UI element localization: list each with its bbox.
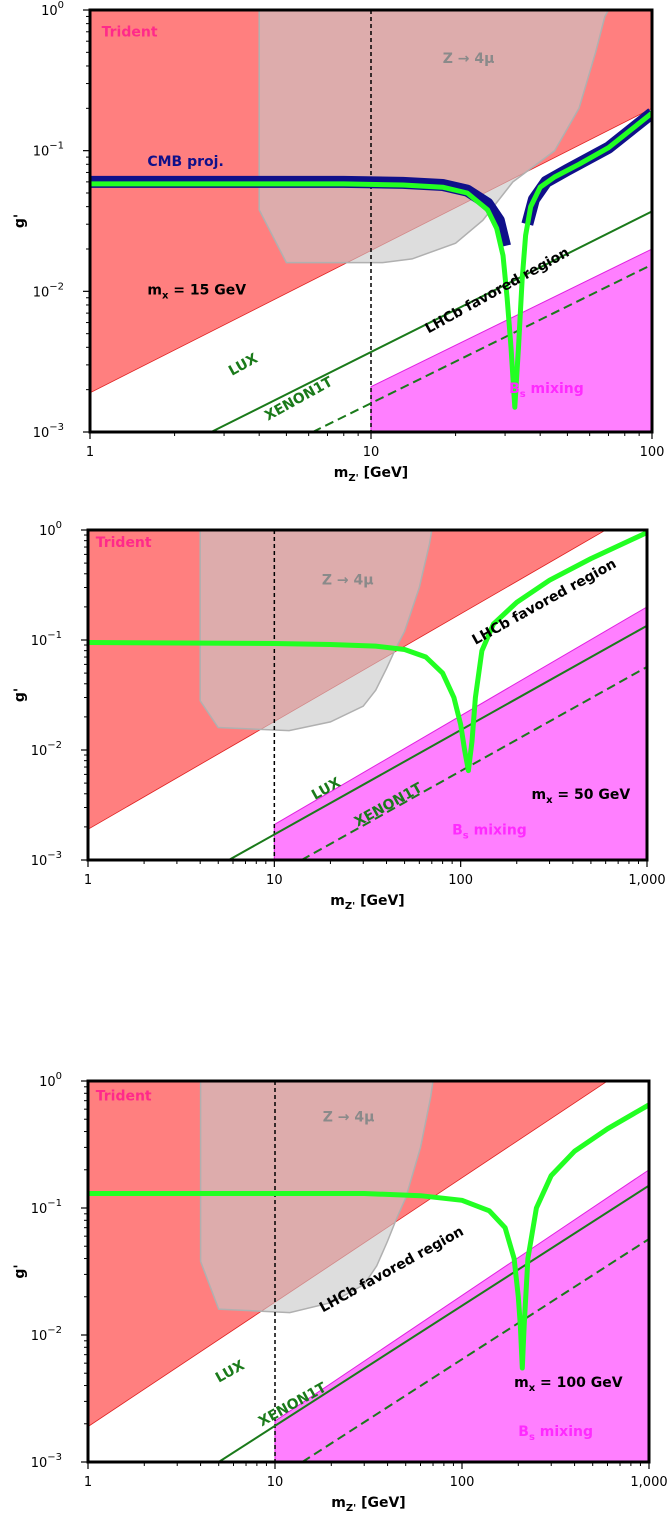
y-tick-label: 10−3 — [31, 1452, 62, 1471]
x-tick-label: 100 — [450, 1475, 475, 1490]
x-tick-label: 100 — [448, 873, 473, 888]
xenon1t-line — [312, 263, 652, 432]
label-trident: Trident — [96, 1089, 152, 1105]
z-4mu-region — [258, 10, 610, 264]
z-4mu-region — [199, 1081, 434, 1314]
y-tick-label: 10−1 — [33, 141, 64, 160]
x-tick-label: 100 — [640, 445, 665, 460]
y-tick-label: 10−2 — [31, 740, 62, 759]
plot-frame — [86, 528, 649, 862]
y-axis-title: g' — [12, 214, 28, 228]
label-trident: Trident — [102, 24, 158, 40]
x-tick-label: 1 — [86, 445, 94, 460]
lux-line — [218, 1184, 649, 1462]
label-z-4: Z → 4μ — [322, 572, 374, 588]
mx-label: mx = 100 GeV — [514, 1375, 623, 1394]
y-tick-label: 100 — [39, 1071, 62, 1090]
z-4mu-region — [199, 530, 433, 732]
bs-mixing-label: Bs mixing — [452, 823, 527, 842]
x-axis-title: mZ' [GeV] — [334, 465, 408, 484]
minor-ticks — [84, 534, 639, 864]
y-tick-label: 10−3 — [33, 422, 64, 441]
y-tick-label: 10−1 — [31, 630, 62, 649]
y-axis-title: g' — [12, 1264, 28, 1278]
bs-mixing-label: Bs mixing — [518, 1424, 593, 1443]
bs-mixing-label: Bs mixing — [509, 381, 584, 400]
x-tick-label: 1,000 — [630, 1475, 667, 1490]
y-tick-label: 10−2 — [31, 1325, 62, 1344]
x-tick-label: 1,000 — [628, 873, 665, 888]
y-tick-label: 10−1 — [31, 1198, 62, 1217]
label-z-4: Z → 4μ — [443, 51, 495, 67]
x-tick-label: 1 — [84, 873, 92, 888]
x-tick-label: 10 — [363, 445, 380, 460]
relic-density-curve — [88, 530, 647, 774]
minor-ticks — [84, 1086, 641, 1466]
plot-frame — [86, 1079, 651, 1464]
lux-line — [210, 210, 652, 432]
y-tick-label: 10−2 — [33, 281, 64, 300]
minor-ticks — [86, 15, 640, 436]
xenon1t-line — [301, 1238, 649, 1462]
label-z-4: Z → 4μ — [323, 1109, 375, 1125]
y-tick-label: 100 — [39, 520, 62, 539]
mx-label: mx = 15 GeV — [147, 282, 246, 301]
xenon1t-line — [301, 666, 647, 860]
label-cmb-proj: CMB proj. — [147, 154, 223, 170]
x-axis-title: mZ' [GeV] — [330, 893, 404, 912]
x-axis-title: mZ' [GeV] — [331, 1495, 405, 1514]
relic-density-curve — [90, 111, 652, 410]
x-tick-label: 10 — [266, 873, 283, 888]
y-tick-label: 100 — [41, 0, 64, 19]
mx-label: mx = 50 GeV — [532, 787, 631, 806]
lux-line — [228, 624, 647, 860]
x-tick-label: 1 — [84, 1475, 92, 1490]
y-axis-title: g' — [12, 688, 28, 702]
relic-density-curve — [88, 1102, 649, 1371]
x-tick-label: 10 — [267, 1475, 284, 1490]
y-tick-label: 10−3 — [31, 850, 62, 869]
label-trident: Trident — [96, 535, 152, 551]
